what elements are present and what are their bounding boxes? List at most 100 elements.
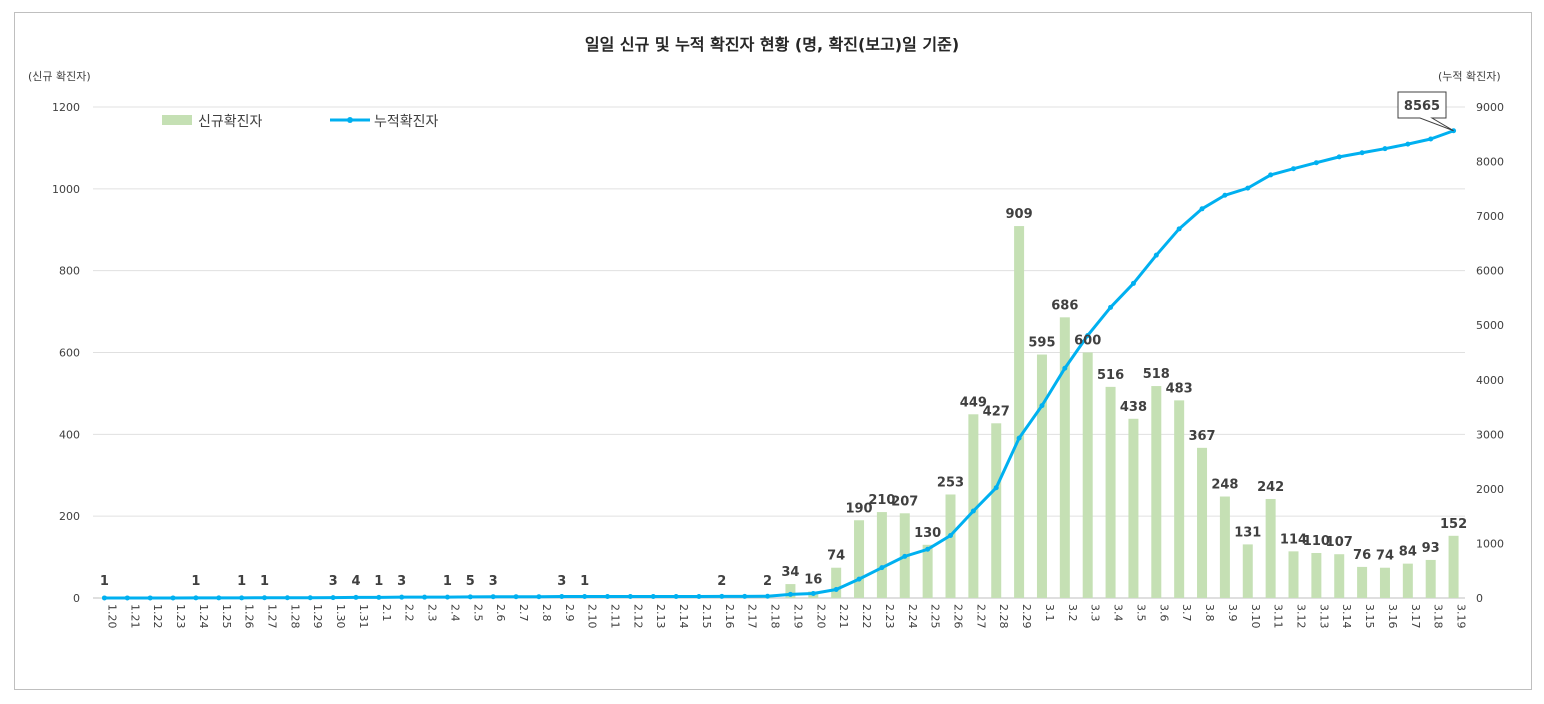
chart-title: 일일 신규 및 누적 확진자 현황 (명, 확진(보고)일 기준) — [585, 35, 959, 54]
line-point — [1176, 226, 1182, 232]
x-tick-label: 3.4 — [1112, 604, 1125, 622]
bar — [1059, 317, 1070, 598]
line-point — [627, 593, 633, 599]
line-point — [1291, 166, 1296, 172]
bar — [968, 414, 979, 598]
x-tick-label: 1.26 — [243, 604, 256, 629]
bar — [1105, 386, 1116, 598]
line-point — [1039, 403, 1045, 409]
bar-data-label: 1 — [100, 574, 109, 589]
bar-data-label: 438 — [1120, 400, 1147, 415]
bar-data-label: 1 — [260, 574, 269, 589]
bar — [1036, 354, 1047, 598]
line-point — [582, 593, 588, 599]
right-tick-label: 2000 — [1476, 483, 1504, 496]
bar-data-label: 253 — [937, 475, 964, 490]
bar-data-label: 5 — [466, 574, 475, 589]
left-tick-label: 800 — [59, 265, 80, 278]
x-tick-label: 3.9 — [1226, 604, 1239, 622]
bar-data-label: 74 — [827, 549, 845, 564]
x-tick-label: 2.20 — [814, 604, 827, 629]
bar-data-label: 242 — [1257, 480, 1284, 495]
right-tick-label: 9000 — [1476, 101, 1504, 114]
bar-data-label: 4 — [351, 574, 360, 589]
line-point — [262, 595, 267, 601]
right-tick-label: 6000 — [1476, 265, 1504, 278]
left-axis-title: (신규 확진자) — [28, 70, 91, 83]
bar-data-label: 516 — [1097, 368, 1124, 383]
line-point — [490, 594, 496, 600]
line-point — [1382, 146, 1388, 152]
line-point — [902, 553, 908, 559]
x-tick-label: 1.22 — [151, 604, 164, 629]
x-tick-label: 2.5 — [471, 604, 484, 622]
bar-data-label: 600 — [1074, 334, 1101, 349]
line-point — [170, 595, 176, 601]
annotation-callout — [1397, 91, 1454, 132]
line-point — [765, 593, 771, 599]
x-tick-label: 1.28 — [288, 604, 301, 629]
line-point — [650, 593, 656, 599]
line-point — [559, 594, 565, 600]
bar — [1379, 567, 1390, 598]
right-tick-label: 8000 — [1476, 156, 1504, 169]
bar-data-label: 686 — [1051, 298, 1078, 313]
line-point — [193, 595, 199, 601]
bar — [1265, 498, 1276, 598]
x-tick-label: 3.6 — [1157, 604, 1170, 622]
line-point — [239, 595, 245, 601]
line-point — [1199, 206, 1205, 212]
x-tick-label: 2.11 — [609, 604, 622, 629]
cumulative-line — [104, 129, 1455, 600]
x-tick-label: 2.12 — [631, 604, 644, 629]
x-tick-label: 2.7 — [517, 604, 530, 622]
line-point — [787, 591, 793, 597]
x-tick-label: 2.1 — [380, 604, 393, 622]
x-tick-label: 3.2 — [1066, 604, 1079, 622]
line-point — [353, 594, 359, 600]
line-point — [1428, 136, 1434, 142]
line-point — [696, 593, 702, 599]
bar-data-label: 152 — [1440, 517, 1467, 532]
line-point — [719, 593, 725, 599]
right-tick-label: 3000 — [1476, 428, 1504, 441]
x-tick-label: 1.27 — [266, 604, 279, 629]
line-point — [970, 508, 976, 514]
line-point — [1245, 185, 1251, 191]
bar — [1151, 386, 1162, 598]
line-point — [1130, 280, 1136, 286]
line-point — [399, 594, 405, 600]
x-tick-label: 1.24 — [197, 604, 210, 629]
bar-data-label: 518 — [1143, 367, 1170, 382]
x-tick-label: 2.13 — [654, 604, 667, 629]
x-tick-label: 3.17 — [1409, 604, 1422, 629]
x-tick-label: 3.8 — [1203, 604, 1216, 622]
right-tick-label: 7000 — [1476, 210, 1504, 223]
x-tick-label: 3.18 — [1432, 604, 1445, 629]
legend-line-marker — [347, 117, 353, 123]
bar-data-label: 93 — [1422, 541, 1440, 556]
bar — [922, 544, 933, 598]
right-tick-label: 1000 — [1476, 537, 1504, 550]
bar-data-label: 1 — [580, 574, 589, 589]
line-point — [605, 593, 610, 599]
x-tick-label: 1.25 — [220, 604, 233, 629]
bar-data-label: 3 — [557, 574, 566, 589]
x-tick-label: 3.7 — [1180, 604, 1193, 622]
x-tick-label: 2.21 — [837, 604, 850, 629]
x-tick-label: 2.17 — [746, 604, 759, 629]
bar-data-label: 76 — [1353, 548, 1371, 563]
chart-frame — [14, 12, 1532, 690]
line-point — [1085, 332, 1091, 338]
line-point — [1268, 172, 1274, 178]
bar-data-label: 114 — [1280, 532, 1307, 547]
bar-data-label: 1 — [191, 574, 200, 589]
bar — [854, 520, 865, 598]
line-point — [1108, 304, 1114, 310]
line-point — [216, 595, 222, 601]
bar-data-label: 110 — [1303, 534, 1330, 549]
x-tick-label: 2.6 — [494, 604, 507, 622]
line-point — [1016, 435, 1022, 441]
line-point — [376, 594, 382, 600]
right-tick-label: 4000 — [1476, 374, 1504, 387]
